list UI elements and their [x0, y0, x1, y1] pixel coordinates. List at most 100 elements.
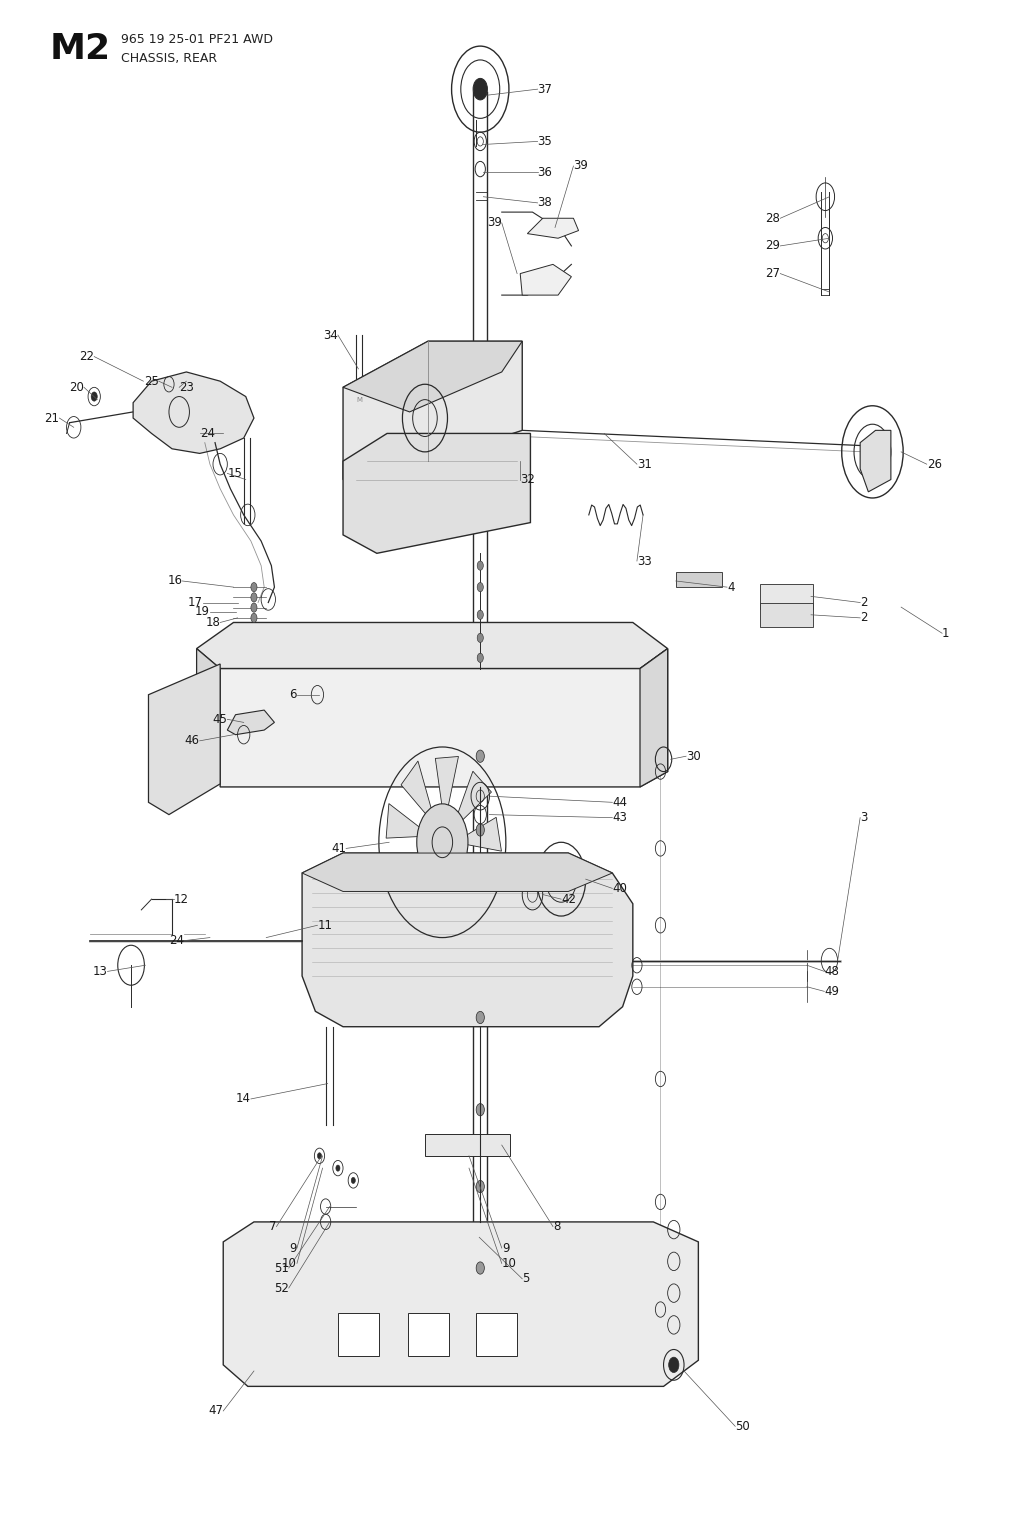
Text: 35: 35 [538, 135, 552, 148]
Circle shape [669, 1357, 679, 1373]
Text: 24: 24 [200, 427, 215, 440]
Text: 52: 52 [273, 1282, 289, 1294]
Bar [676, 572, 722, 587]
Text: 23: 23 [179, 381, 195, 393]
Circle shape [251, 583, 257, 592]
Circle shape [476, 824, 484, 836]
Polygon shape [197, 622, 668, 669]
Polygon shape [227, 710, 274, 735]
Text: 4: 4 [727, 581, 734, 593]
Text: 28: 28 [765, 212, 780, 224]
Polygon shape [343, 433, 530, 553]
Text: 25: 25 [143, 375, 159, 387]
Polygon shape [640, 649, 668, 787]
Circle shape [417, 804, 468, 881]
Text: 12: 12 [174, 893, 189, 905]
Text: 36: 36 [538, 166, 553, 178]
Polygon shape [527, 218, 579, 238]
Polygon shape [385, 848, 431, 893]
Text: 1: 1 [942, 627, 949, 639]
Text: 22: 22 [79, 350, 94, 363]
Polygon shape [408, 858, 436, 925]
Text: 26: 26 [927, 458, 942, 470]
Text: 40: 40 [612, 882, 628, 895]
Text: CHASSIS, REAR: CHASSIS, REAR [121, 52, 217, 65]
Polygon shape [520, 264, 571, 295]
Text: 18: 18 [205, 616, 220, 629]
Text: 44: 44 [612, 796, 628, 808]
Polygon shape [302, 853, 612, 891]
Polygon shape [455, 818, 502, 851]
Text: 34: 34 [323, 329, 338, 341]
Circle shape [477, 633, 483, 642]
Circle shape [477, 85, 483, 94]
Text: 42: 42 [561, 893, 577, 905]
Polygon shape [444, 861, 468, 931]
Text: M2: M2 [49, 32, 111, 66]
Polygon shape [401, 761, 436, 827]
Text: 46: 46 [184, 735, 200, 747]
Circle shape [476, 1104, 484, 1116]
Text: 39: 39 [486, 217, 502, 229]
Text: 9: 9 [290, 1242, 297, 1254]
Circle shape [476, 1262, 484, 1274]
Text: 2: 2 [860, 612, 867, 624]
Text: 21: 21 [44, 412, 59, 424]
Circle shape [317, 1153, 322, 1159]
Polygon shape [343, 341, 522, 480]
Bar [408, 1313, 449, 1356]
Polygon shape [223, 1222, 698, 1386]
Text: 965 19 25-01 PF21 AWD: 965 19 25-01 PF21 AWD [121, 34, 272, 46]
Text: 10: 10 [282, 1257, 297, 1270]
Text: 9: 9 [502, 1242, 509, 1254]
Text: 3: 3 [860, 812, 867, 824]
Polygon shape [452, 772, 492, 830]
Circle shape [351, 1177, 355, 1183]
Circle shape [473, 78, 487, 100]
Text: 13: 13 [92, 965, 108, 978]
Polygon shape [302, 853, 633, 1027]
Text: 8: 8 [553, 1220, 560, 1233]
Text: 7: 7 [269, 1220, 276, 1233]
Circle shape [477, 583, 483, 592]
Text: 27: 27 [765, 267, 780, 280]
Circle shape [91, 392, 97, 401]
Circle shape [251, 613, 257, 622]
Polygon shape [452, 855, 495, 907]
Circle shape [477, 561, 483, 570]
Text: 16: 16 [167, 575, 182, 587]
Text: 45: 45 [212, 713, 227, 725]
Circle shape [477, 653, 483, 662]
Bar [338, 1313, 379, 1356]
Text: 43: 43 [612, 812, 628, 824]
Text: 32: 32 [520, 473, 536, 486]
Circle shape [476, 1011, 484, 1024]
Circle shape [864, 440, 881, 464]
Text: 47: 47 [208, 1405, 223, 1417]
Text: 50: 50 [735, 1420, 750, 1432]
Text: 49: 49 [824, 985, 840, 998]
Polygon shape [148, 664, 220, 815]
Text: 20: 20 [69, 381, 84, 393]
Text: M: M [356, 397, 362, 403]
Circle shape [476, 1180, 484, 1193]
Polygon shape [425, 1134, 510, 1156]
Bar [476, 1313, 517, 1356]
Polygon shape [343, 341, 522, 412]
Circle shape [336, 1165, 340, 1171]
Text: 48: 48 [824, 965, 840, 978]
Text: 2: 2 [860, 596, 867, 609]
Text: 24: 24 [169, 934, 184, 947]
Circle shape [251, 593, 257, 603]
Text: 10: 10 [502, 1257, 517, 1270]
Polygon shape [133, 372, 254, 453]
Text: 37: 37 [538, 83, 553, 95]
Circle shape [251, 603, 257, 612]
Text: 38: 38 [538, 197, 552, 209]
Polygon shape [386, 804, 431, 838]
Text: 15: 15 [227, 467, 243, 480]
Text: 19: 19 [195, 606, 210, 618]
Text: 6: 6 [290, 689, 297, 701]
Text: 29: 29 [765, 240, 780, 252]
Polygon shape [435, 756, 459, 824]
